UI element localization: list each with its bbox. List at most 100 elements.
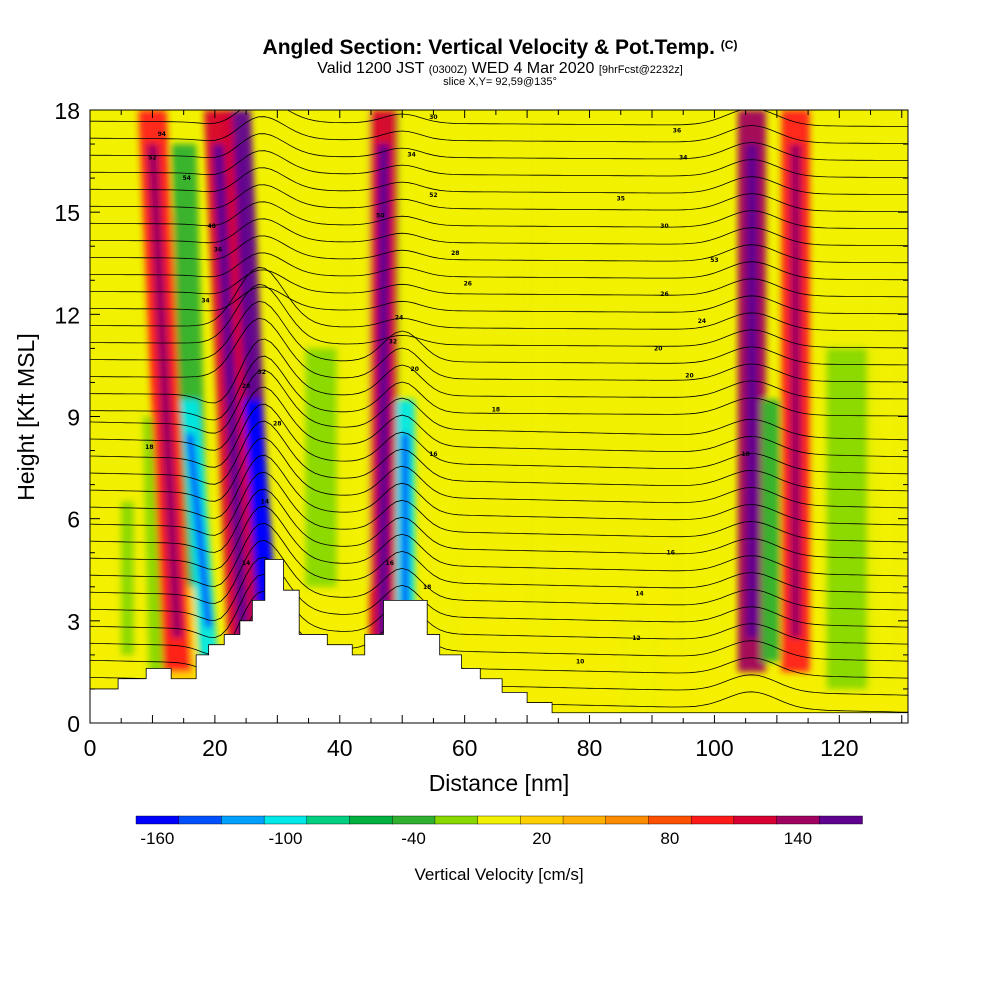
contour-label: 16 xyxy=(386,560,394,567)
contour-label: 34 xyxy=(407,151,415,158)
velocity-band-6 xyxy=(305,348,337,587)
valid-utc: (0300Z) xyxy=(428,64,468,76)
x-tick-label: 120 xyxy=(820,735,858,761)
isentrope-contour xyxy=(90,505,908,577)
colorbar-tick-label: -40 xyxy=(401,829,426,848)
isentrope-contour xyxy=(90,133,908,161)
colorbar-swatch xyxy=(221,815,265,825)
y-axis-label: Height [Kft MSL] xyxy=(13,333,39,500)
colorbar-tick-label: 80 xyxy=(660,829,679,848)
isentrope-contour xyxy=(90,201,908,230)
valid-time: Valid 1200 JST xyxy=(317,60,425,77)
x-axis-label: Distance [nm] xyxy=(429,770,570,796)
isentrope-contour xyxy=(90,110,908,127)
colorbar-swatch xyxy=(306,815,351,825)
colorbar-swatch xyxy=(819,815,863,825)
colorbar-swatch xyxy=(178,815,223,825)
contour-label: 20 xyxy=(654,345,662,352)
isentrope-contour xyxy=(90,184,908,213)
y-tick-label: 9 xyxy=(67,405,80,431)
contour-label: 94 xyxy=(158,131,166,138)
isentrope-contour xyxy=(90,386,908,458)
slice-info: slice X,Y= 92,59@135° xyxy=(443,76,557,88)
colorbar-swatch xyxy=(135,815,180,825)
forecast-info: [9hrFcst@2232z] xyxy=(598,64,683,76)
contour-label: 18 xyxy=(492,407,500,414)
isentrope-contour xyxy=(90,403,908,475)
y-tick-label: 3 xyxy=(67,609,80,635)
colorbar-swatch xyxy=(434,815,479,825)
isentrope-contour xyxy=(90,83,908,110)
contour-label: 52 xyxy=(148,155,156,162)
chart-subtitle: Valid 1200 JST (0300Z) WED 4 Mar 2020 [9… xyxy=(0,60,1000,79)
x-tick-label: 40 xyxy=(327,735,353,761)
contour-label: 20 xyxy=(411,366,419,373)
colorbar-swatch xyxy=(733,815,778,825)
isentrope-contour xyxy=(90,539,908,611)
colorbar xyxy=(135,815,863,825)
contour-label: 10 xyxy=(576,659,584,666)
x-tick-label: 80 xyxy=(577,735,603,761)
terrain-profile xyxy=(90,559,908,723)
velocity-core-19 xyxy=(186,433,213,628)
contour-label: 18 xyxy=(145,444,153,451)
isentrope-contour xyxy=(90,454,908,526)
isentrope-contour xyxy=(90,355,908,421)
contour-label: 16 xyxy=(667,550,675,557)
contour-label: 14 xyxy=(242,560,250,567)
velocity-band-8 xyxy=(527,110,553,621)
colorbar-tick-label: 20 xyxy=(532,829,551,848)
isentrope-contour xyxy=(90,235,908,264)
chart-title-units: (C) xyxy=(720,38,738,52)
colorbar-tick-label: -160 xyxy=(140,829,174,848)
x-tick-label: 100 xyxy=(695,735,733,761)
isentrope-contour xyxy=(90,317,908,383)
y-tick-label: 18 xyxy=(54,98,80,124)
colorbar-swatch xyxy=(776,815,820,825)
contour-label: 36 xyxy=(673,127,681,134)
isentrope-contour xyxy=(90,269,908,298)
chart-title-text: Angled Section: Vertical Velocity & Pot.… xyxy=(262,36,715,59)
x-tick-label: 60 xyxy=(452,735,478,761)
contour-label: 24 xyxy=(698,318,706,325)
contour-label: 16 xyxy=(429,451,437,458)
contour-label: 48 xyxy=(208,223,216,230)
colorbar-swatch xyxy=(392,815,436,825)
colorbar-swatch xyxy=(605,815,650,825)
velocity-band-11 xyxy=(826,348,877,689)
contour-label: 24 xyxy=(395,315,403,322)
contour-label: 32 xyxy=(258,369,266,376)
colorbar-swatch xyxy=(263,815,308,825)
contour-label: 14 xyxy=(261,499,269,506)
contour-label: 35 xyxy=(617,196,625,203)
colorbar-swatch xyxy=(562,815,607,825)
valid-date: WED 4 Mar 2020 xyxy=(471,60,595,77)
y-tick-label: 0 xyxy=(67,711,80,737)
contour-label: 30 xyxy=(429,114,437,121)
y-tick-label: 6 xyxy=(67,507,80,533)
contour-label: 34 xyxy=(679,155,687,162)
y-tick-label: 12 xyxy=(54,302,80,328)
colorbar-tick-label: 140 xyxy=(784,829,812,848)
velocity-band-2 xyxy=(121,501,134,655)
isentrope-contour xyxy=(90,283,908,349)
contour-label: 28 xyxy=(242,383,250,390)
isentrope-contour xyxy=(90,420,908,492)
x-tick-label: 0 xyxy=(84,735,97,761)
contour-label: 28 xyxy=(451,250,459,257)
contour-label: 34 xyxy=(201,298,209,305)
isentrope-contour xyxy=(90,218,908,247)
isentrope-contour xyxy=(90,300,908,366)
velocity-core-16 xyxy=(746,144,758,638)
contour-label: 52 xyxy=(429,192,437,199)
plot-area: 94 52 54 48 36 34 28 32 28 14 14 18 30 34 52 50 28 26 24 32… xyxy=(90,83,908,723)
isentrope-contour xyxy=(90,437,908,509)
contour-label: 20 xyxy=(685,373,693,380)
contour-label: 18 xyxy=(741,451,749,458)
colorbar-label: Vertical Velocity [cm/s] xyxy=(414,865,583,884)
isentrope-contour xyxy=(90,369,908,441)
velocity-band-12 xyxy=(867,280,899,689)
isentrope-contour xyxy=(90,522,908,594)
contour-label: 53 xyxy=(710,257,718,264)
